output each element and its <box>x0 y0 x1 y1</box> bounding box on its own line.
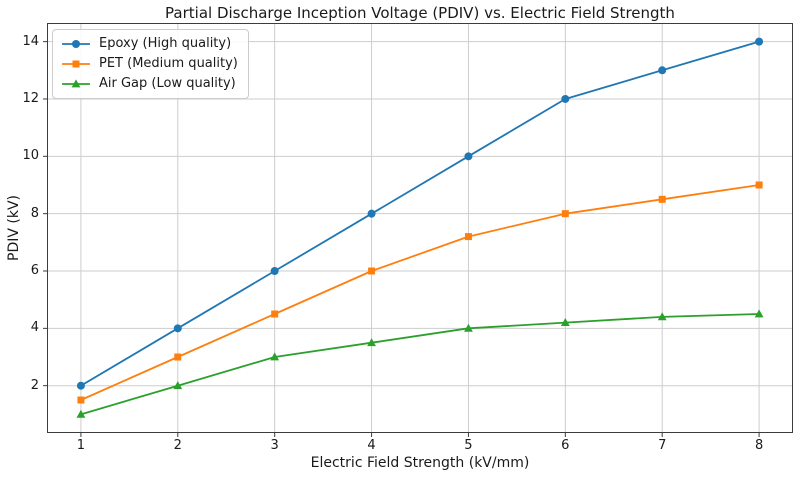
plot-spines <box>47 23 793 433</box>
marker-circle-icon <box>464 152 473 161</box>
series-line <box>80 184 760 401</box>
marker-circle-icon <box>76 381 85 390</box>
x-axis-label: Electric Field Strength (kV/mm) <box>310 455 530 471</box>
legend-label: PET (Medium quality) <box>99 56 238 71</box>
y-tick-label: 14 <box>22 33 39 49</box>
legend-swatch-icon <box>62 78 90 87</box>
marker-triangle-icon <box>367 338 376 347</box>
chart-title: Partial Discharge Inception Voltage (PDI… <box>165 4 675 22</box>
y-tick-label: 4 <box>30 320 39 336</box>
marker-triangle-icon <box>560 318 570 327</box>
marker-square-icon <box>464 233 472 241</box>
x-tick-label: 3 <box>270 438 279 453</box>
marker-square-icon <box>658 195 666 203</box>
x-tick-label: 4 <box>367 438 376 453</box>
marker-circle-icon <box>561 94 570 103</box>
y-tick-label: 8 <box>30 205 39 221</box>
x-tick-label: 7 <box>658 438 667 453</box>
legend-swatch-icon <box>62 39 90 48</box>
legend-label: Epoxy (High quality) <box>99 36 232 51</box>
marker-triangle-icon <box>657 312 667 321</box>
marker-circle-icon <box>755 37 764 46</box>
series-line <box>80 40 760 387</box>
marker-square-icon <box>72 60 80 67</box>
marker-square-icon <box>271 310 279 318</box>
series-line <box>80 313 760 416</box>
marker-triangle-icon <box>71 78 81 87</box>
x-tick-label: 6 <box>561 438 570 453</box>
legend-label: Air Gap (Low quality) <box>99 76 236 91</box>
legend-swatch-icon <box>62 60 90 67</box>
plot-svg <box>43 23 793 437</box>
legend-item: Air Gap (Low quality) <box>61 76 238 91</box>
y-tick-label: 2 <box>30 377 39 393</box>
marker-square-icon <box>368 267 376 275</box>
x-tick-label: 1 <box>76 438 86 453</box>
marker-square-icon <box>755 181 763 189</box>
marker-triangle-icon <box>270 352 280 361</box>
plot-area: Epoxy (High quality) PET (Medium quality)… <box>43 23 793 437</box>
marker-circle-icon <box>72 39 80 48</box>
marker-triangle-icon <box>754 309 764 318</box>
legend-item: PET (Medium quality) <box>61 56 238 71</box>
y-tick-label: 10 <box>22 148 39 164</box>
y-tick-label: 12 <box>22 90 39 106</box>
marker-triangle-icon <box>76 409 86 418</box>
marker-square-icon <box>77 396 85 404</box>
marker-triangle-icon <box>173 381 183 390</box>
legend: Epoxy (High quality) PET (Medium quality)… <box>52 29 249 99</box>
marker-square-icon <box>174 353 182 361</box>
marker-circle-icon <box>367 209 376 218</box>
marker-circle-icon <box>658 66 667 75</box>
marker-circle-icon <box>173 324 182 333</box>
marker-triangle-icon <box>464 323 473 332</box>
x-tick-label: 5 <box>464 438 473 453</box>
x-tick-label: 8 <box>754 438 764 453</box>
y-tick-label: 6 <box>30 263 39 278</box>
legend-item: Epoxy (High quality) <box>61 36 238 51</box>
marker-circle-icon <box>270 267 279 276</box>
x-tick-label: 2 <box>173 438 182 453</box>
marker-square-icon <box>561 210 569 218</box>
